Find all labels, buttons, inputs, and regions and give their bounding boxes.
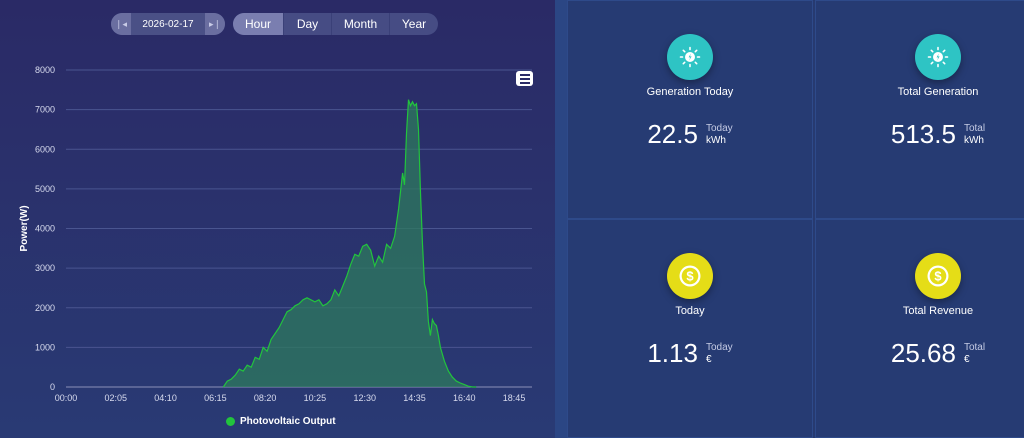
card-value: 22.5 <box>647 119 698 149</box>
legend-marker <box>226 417 235 426</box>
x-tick-label: 00:00 <box>55 393 78 403</box>
x-tick-label: 10:25 <box>304 393 327 403</box>
y-tick-label: 4000 <box>35 224 55 234</box>
series-area <box>223 99 477 387</box>
card-value: 1.13 <box>647 338 698 368</box>
x-tick-label: 04:10 <box>154 393 177 403</box>
card-value-row: 1.13 Today € <box>568 340 812 366</box>
y-tick-label: 7000 <box>35 105 55 115</box>
panel-divider <box>555 0 567 438</box>
card-unit: € <box>705 354 712 365</box>
card-value: 25.68 <box>890 338 956 368</box>
card-label: Today <box>675 305 705 317</box>
series-line <box>222 99 477 388</box>
y-tick-label: 8000 <box>35 65 55 75</box>
next-date-button[interactable]: ▸❘ <box>205 13 225 35</box>
date-value[interactable]: 2026-02-17 <box>142 18 194 30</box>
x-tick-label: 14:35 <box>403 393 426 403</box>
x-tick-label: 06:15 <box>204 393 227 403</box>
y-tick-label: 5000 <box>35 184 55 194</box>
sun-bolt-icon <box>915 34 961 80</box>
card-period: Today <box>705 123 733 134</box>
dollar-coin-icon: $ <box>915 253 961 299</box>
card-label: Total Generation <box>897 86 979 98</box>
card-unit: kWh <box>705 135 726 146</box>
date-picker[interactable]: ❘◂ 2026-02-17 ▸❘ <box>111 13 225 35</box>
prev-date-button[interactable]: ❘◂ <box>111 13 131 35</box>
chart-menu-button[interactable] <box>516 71 533 86</box>
card-label: Generation Today <box>646 86 734 98</box>
card-value-row: 22.5 Today kWh <box>568 121 812 147</box>
card-meta: Today kWh <box>706 123 733 147</box>
y-axis-title: Power(W) <box>19 205 30 251</box>
x-tick-label: 16:40 <box>453 393 476 403</box>
hamburger-menu-icon <box>519 73 530 76</box>
tab-month[interactable]: Month <box>332 13 390 35</box>
card-period: Today <box>705 342 733 353</box>
tab-year[interactable]: Year <box>401 17 427 31</box>
x-tick-label: 12:30 <box>353 393 376 403</box>
sun-bolt-icon <box>667 34 713 80</box>
card-period: Total <box>963 123 986 134</box>
y-tick-label: 3000 <box>35 263 55 273</box>
tab-day[interactable]: Day <box>284 13 332 35</box>
card-value-row: 513.5 Total kWh <box>816 121 1024 147</box>
card-value-row: 25.68 Total € <box>816 340 1024 366</box>
stat-card-total-generation: Total Generation 513.5 Total kWh <box>815 0 1024 219</box>
card-meta: Total € <box>964 342 985 366</box>
skip-forward-icon: ▸❘ <box>208 18 222 29</box>
y-tick-label: 0 <box>50 382 55 392</box>
chart-legend[interactable]: Photovoltaic Output <box>226 416 336 427</box>
card-unit: kWh <box>963 135 984 146</box>
y-tick-label: 6000 <box>35 144 55 154</box>
legend-label: Photovoltaic Output <box>240 416 336 427</box>
y-tick-label: 1000 <box>35 342 55 352</box>
tab-hour[interactable]: Hour <box>233 13 284 35</box>
svg-text:$: $ <box>934 269 942 284</box>
card-label: Total Revenue <box>902 305 974 317</box>
card-meta: Today € <box>706 342 733 366</box>
x-tick-label: 08:20 <box>254 393 277 403</box>
stat-card-total-revenue: $ Total Revenue 25.68 Total € <box>815 219 1024 438</box>
svg-text:$: $ <box>686 269 694 284</box>
x-tick-label: 02:05 <box>105 393 128 403</box>
y-tick-label: 2000 <box>35 303 55 313</box>
dollar-coin-icon: $ <box>667 253 713 299</box>
skip-back-icon: ❘◂ <box>114 18 128 29</box>
card-unit: € <box>963 354 970 365</box>
card-value: 513.5 <box>890 119 956 149</box>
chart-panel: ❘◂ 2026-02-17 ▸❘ Hour Day Month Year 0 10… <box>0 0 555 438</box>
time-range-tabs: Hour Day Month Year <box>233 13 438 35</box>
stat-card-generation-today: Generation Today 22.5 Today kWh <box>567 0 813 219</box>
x-tick-label: 18:45 <box>503 393 526 403</box>
stat-card-today: $ Today 1.13 Today € <box>567 219 813 438</box>
power-chart: 0 1000 2000 3000 4000 5000 6000 7000 8000 00:00 02… <box>19 65 532 403</box>
card-meta: Total kWh <box>964 123 985 147</box>
card-period: Total <box>963 342 986 353</box>
